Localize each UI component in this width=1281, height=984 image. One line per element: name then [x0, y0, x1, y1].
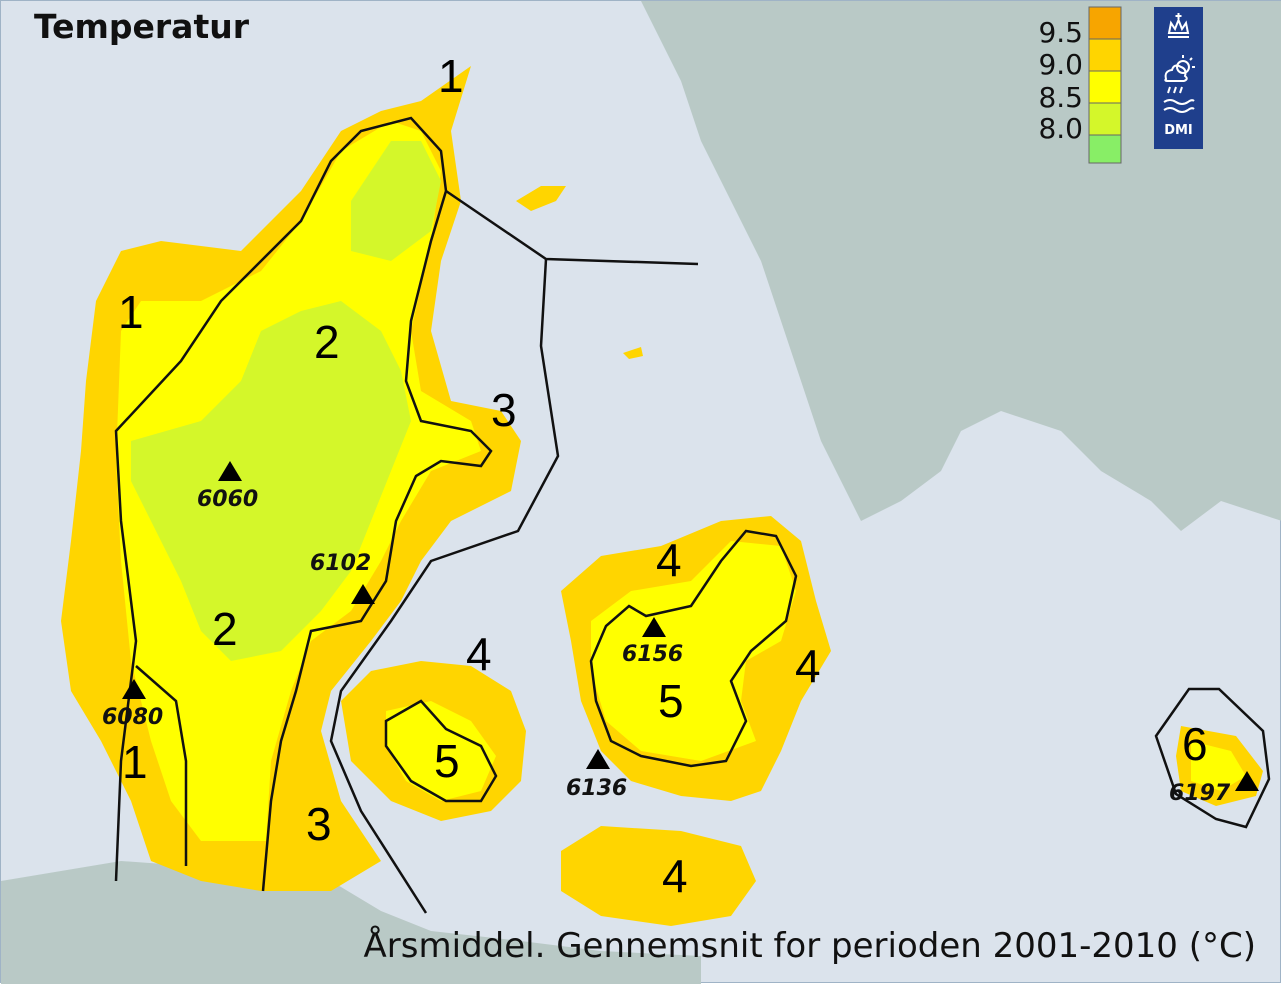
legend-swatch-95	[1088, 6, 1122, 40]
bornholm-inner	[1191, 741, 1246, 791]
legend-swatch-80	[1088, 102, 1122, 136]
legend-swatch-75	[1088, 134, 1122, 164]
zone-label: 2	[314, 316, 340, 368]
map-title: Temperatur	[34, 7, 249, 46]
lolland-falster	[561, 826, 756, 926]
zone-label: 2	[212, 603, 238, 655]
zone-label: 4	[656, 534, 682, 586]
legend-label-95: 9.5	[1038, 16, 1083, 49]
germany-land	[1, 861, 701, 984]
zone-label: 5	[658, 675, 684, 727]
funen	[341, 661, 526, 821]
station-label: 6080	[102, 705, 164, 730]
station-label: 6102	[310, 551, 372, 576]
legend-label-90: 9.0	[1038, 48, 1083, 81]
station-markers	[122, 461, 1259, 791]
laeso-island	[516, 186, 566, 211]
zone-label: 1	[118, 286, 144, 338]
station-marker-6136	[586, 749, 610, 769]
station-marker-6060	[218, 461, 242, 481]
station-label: 6136	[566, 776, 628, 801]
zone-label: 1	[438, 50, 464, 102]
legend-swatch-90	[1088, 38, 1122, 72]
station-label: 6156	[622, 642, 684, 667]
zone-label: 6	[1182, 718, 1208, 770]
station-label: 6197	[1169, 781, 1231, 806]
station-marker-6080	[122, 679, 146, 699]
anholt-island	[623, 347, 643, 359]
zone-label: 1	[122, 736, 148, 788]
jutland	[61, 66, 521, 891]
zone-label: 4	[466, 628, 492, 680]
zone-label: 4	[795, 640, 821, 692]
legend-bar	[1088, 6, 1122, 164]
zone-label: 4	[662, 850, 688, 902]
zone-label: 5	[434, 735, 460, 787]
dmi-logo-text: DMI	[1164, 123, 1193, 138]
legend-label-80: 8.0	[1038, 112, 1083, 145]
legend-swatch-85	[1088, 70, 1122, 104]
station-marker-6197	[1235, 771, 1259, 791]
zone-label: 3	[491, 384, 517, 436]
map-caption: Årsmiddel. Gennemsnit for perioden 2001-…	[363, 926, 1256, 966]
dmi-crown-icon	[1163, 13, 1195, 113]
legend-label-85: 8.5	[1038, 81, 1083, 114]
zone-label: 3	[306, 798, 332, 850]
dmi-logo: DMI	[1154, 7, 1203, 149]
zone-boundaries	[114, 116, 1271, 914]
station-label: 6060	[197, 487, 259, 512]
station-marker-6156	[642, 617, 666, 637]
station-marker-6102	[351, 584, 375, 604]
zealand	[561, 516, 831, 801]
